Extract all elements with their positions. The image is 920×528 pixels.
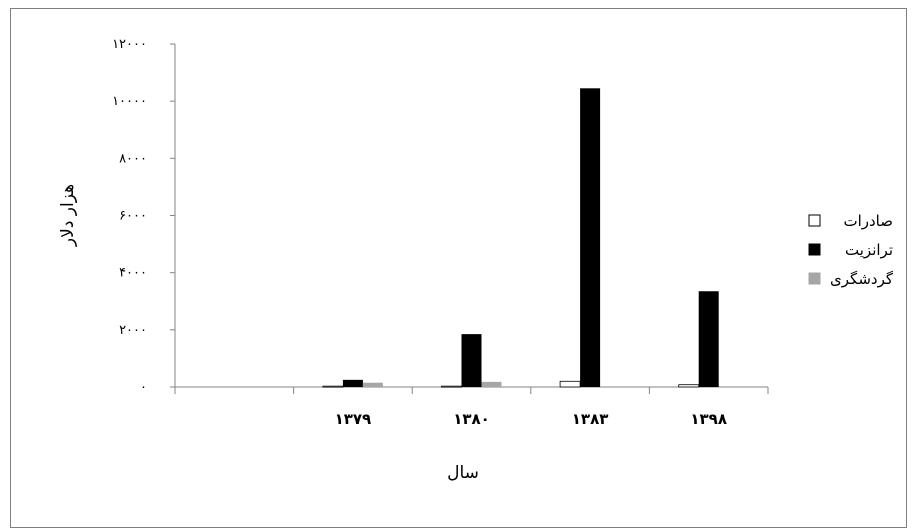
legend-label: گردشگری — [830, 270, 894, 288]
x-axis-title: سال — [447, 463, 479, 483]
bar — [678, 384, 700, 388]
legend-swatch — [808, 214, 821, 227]
bar — [698, 291, 719, 387]
legend-label: ترانزیت — [845, 241, 893, 259]
y-tick-label: ۱۲۰۰۰ — [112, 37, 147, 52]
y-tick-label: ۰ — [140, 380, 147, 395]
x-tick-label: ۱۳۸۳ — [572, 410, 609, 428]
bar — [441, 385, 462, 388]
bar-chart: ۰ ۲۰۰۰ ۴۰۰۰ ۶۰۰۰ ۸۰۰۰ ۱۰۰۰۰ ۱۲۰۰۰ ۱۳۷۹ ۱۳۸۰ ۱۳۸۳… — [58, 37, 894, 483]
bar — [322, 385, 344, 388]
legend-swatch — [808, 272, 821, 285]
legend-swatch — [808, 243, 821, 256]
bars — [322, 88, 719, 388]
y-tick-label: ۲۰۰۰ — [119, 323, 147, 338]
bar — [580, 88, 601, 387]
y-tick-label: ۶۰۰۰ — [119, 209, 147, 224]
bar — [342, 379, 363, 387]
y-axis: ۰ ۲۰۰۰ ۴۰۰۰ ۶۰۰۰ ۸۰۰۰ ۱۰۰۰۰ ۱۲۰۰۰ — [112, 37, 176, 395]
chart-frame — [10, 8, 907, 528]
bar — [461, 334, 482, 387]
x-tick-label: ۱۳۸۰ — [453, 410, 490, 428]
y-tick-label: ۴۰۰۰ — [119, 266, 147, 281]
y-tick-label: ۱۰۰۰۰ — [112, 94, 147, 109]
bar — [559, 380, 581, 388]
x-tick-label: ۱۳۷۹ — [335, 410, 372, 428]
legend: صادرات ترانزیت گردشگری — [808, 212, 894, 288]
y-axis-title: هزار دلار — [58, 184, 78, 247]
x-axis: ۱۳۷۹ ۱۳۸۰ ۱۳۸۳ ۱۳۹۸ — [174, 386, 769, 428]
bar — [481, 381, 502, 387]
bar — [362, 382, 383, 387]
x-tick-label: ۱۳۹۸ — [690, 410, 727, 428]
legend-label: صادرات — [843, 212, 893, 230]
y-tick-label: ۸۰۰۰ — [119, 151, 147, 166]
